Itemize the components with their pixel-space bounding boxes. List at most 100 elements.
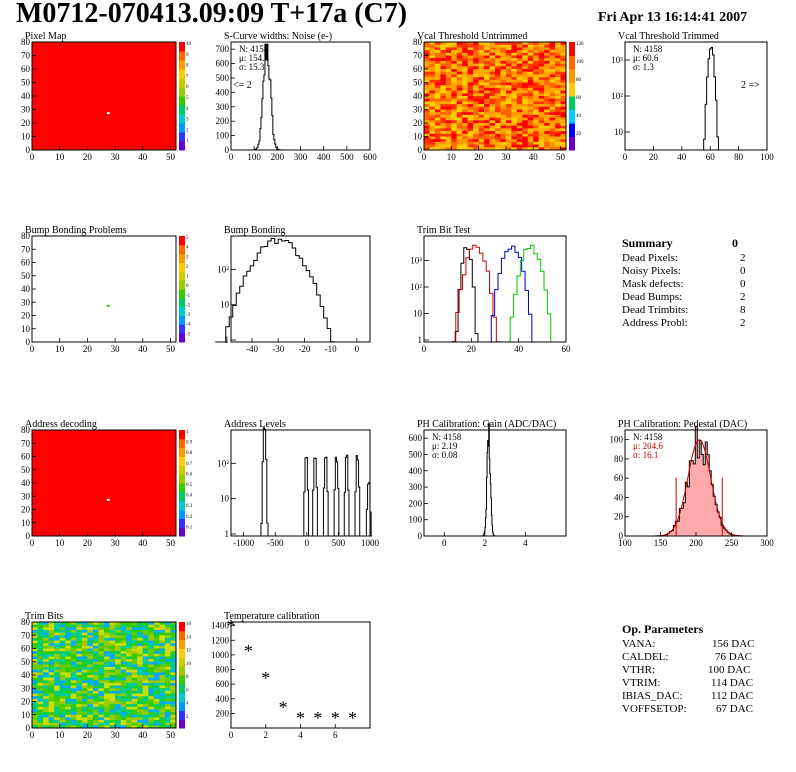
heatmap-cell <box>32 635 38 639</box>
heatmap-cell <box>424 147 430 151</box>
heatmap-cell <box>434 98 441 102</box>
heatmap-cell <box>48 704 55 708</box>
heatmap-cell <box>70 696 77 700</box>
heatmap-cell <box>81 656 88 660</box>
heatmap-cell <box>527 66 534 70</box>
heatmap-cell <box>120 696 127 700</box>
heatmap-cell <box>137 656 144 660</box>
heatmap-cell <box>159 632 166 636</box>
histogram-series <box>703 47 719 150</box>
heatmap-cell <box>445 60 452 64</box>
heatmap-cell <box>70 701 77 705</box>
heatmap-cell <box>142 643 149 647</box>
heatmap-cell <box>560 147 567 151</box>
heatmap-cell <box>456 79 463 83</box>
y-tick-label: 40 <box>413 91 423 101</box>
colorbar-label: 0 <box>186 284 189 289</box>
heatmap-cell <box>109 667 116 670</box>
y-tick-label: 70 <box>21 51 31 61</box>
heatmap-cell <box>109 635 116 639</box>
heatmap-cell <box>126 717 132 721</box>
heatmap-cell <box>511 147 518 151</box>
heatmap-cell <box>456 90 463 94</box>
heatmap-cell <box>126 682 132 686</box>
heatmap-cell <box>424 87 430 91</box>
heatmap-cell <box>451 90 458 94</box>
heatmap-cell <box>37 685 44 689</box>
histogram-series <box>487 245 536 343</box>
heatmap-cell <box>489 114 496 118</box>
heatmap-cell <box>495 42 501 45</box>
heatmap-cell <box>484 133 490 137</box>
heatmap-cell <box>538 98 545 102</box>
x-tick-label: 20 <box>467 344 477 354</box>
heatmap-cell <box>37 640 44 644</box>
y-tick-label: 40 <box>21 478 31 488</box>
heatmap-cell <box>98 672 105 676</box>
heatmap-cell <box>429 106 436 110</box>
x-tick-label: 0 <box>229 152 234 162</box>
heatmap-cell <box>37 701 44 705</box>
heatmap-cell <box>81 706 88 710</box>
x-tick-label: 600 <box>363 152 377 162</box>
heatmap-cell <box>120 693 127 697</box>
heatmap-cell <box>555 55 561 59</box>
heatmap-cell <box>170 725 177 729</box>
heatmap-cell <box>115 722 121 726</box>
heatmap-cell <box>81 722 88 726</box>
heatmap-cell <box>59 640 66 644</box>
heatmap-cell <box>549 60 556 64</box>
heatmap-cell <box>522 79 529 83</box>
heatmap-cell <box>120 661 127 665</box>
heatmap-cell <box>43 709 49 713</box>
heatmap-cell <box>473 71 479 75</box>
heatmap-cell <box>115 720 121 723</box>
heatmap-cell <box>440 147 447 151</box>
heatmap-cell <box>533 104 539 108</box>
heatmap-cell <box>473 55 479 59</box>
heatmap-cell <box>424 101 430 105</box>
heatmap-cell <box>32 632 38 636</box>
chart-title: Trim Bit Test <box>417 225 470 236</box>
heatmap-cell <box>164 653 171 657</box>
heatmap-cell <box>104 672 110 676</box>
heatmap-cell <box>527 106 534 110</box>
colorbar-label: 12 <box>186 649 192 654</box>
heatmap-cell <box>54 645 60 649</box>
heatmap-cell <box>92 712 99 716</box>
heatmap-cell <box>440 60 447 64</box>
heatmap-cell <box>76 640 83 644</box>
heatmap-cell <box>159 682 166 686</box>
heatmap-cell <box>159 704 166 708</box>
heatmap-cell <box>153 622 160 625</box>
heatmap-cell <box>555 82 561 86</box>
heatmap-cell <box>549 82 556 86</box>
heatmap-cell <box>429 90 436 94</box>
heatmap-cell <box>429 101 436 105</box>
heatmap-cell <box>505 44 512 48</box>
heatmap-cell <box>104 669 110 673</box>
heatmap-cell <box>500 85 507 89</box>
heatmap-cell <box>462 85 468 89</box>
heatmap-cell <box>48 669 55 673</box>
heatmap-cell <box>48 656 55 660</box>
heatmap-cell <box>159 651 166 655</box>
heatmap-cell <box>445 55 452 59</box>
heatmap-cell <box>92 645 99 649</box>
heatmap-cell <box>120 680 127 684</box>
heatmap-cell <box>500 147 507 151</box>
heatmap-cell <box>467 69 474 72</box>
heatmap-cell <box>533 98 539 102</box>
heatmap-cell <box>37 680 44 684</box>
heatmap-cell <box>115 622 121 625</box>
colorbar-label: 0.9 <box>186 441 193 446</box>
heatmap-cell <box>505 141 512 145</box>
heatmap-cell <box>148 651 155 655</box>
y-tick-label: 40 <box>21 91 31 101</box>
histogram-series <box>215 237 342 343</box>
heatmap-cell <box>473 144 479 148</box>
heatmap-cell <box>495 79 501 83</box>
heatmap-cell <box>126 714 132 718</box>
heatmap-cell <box>473 117 479 121</box>
